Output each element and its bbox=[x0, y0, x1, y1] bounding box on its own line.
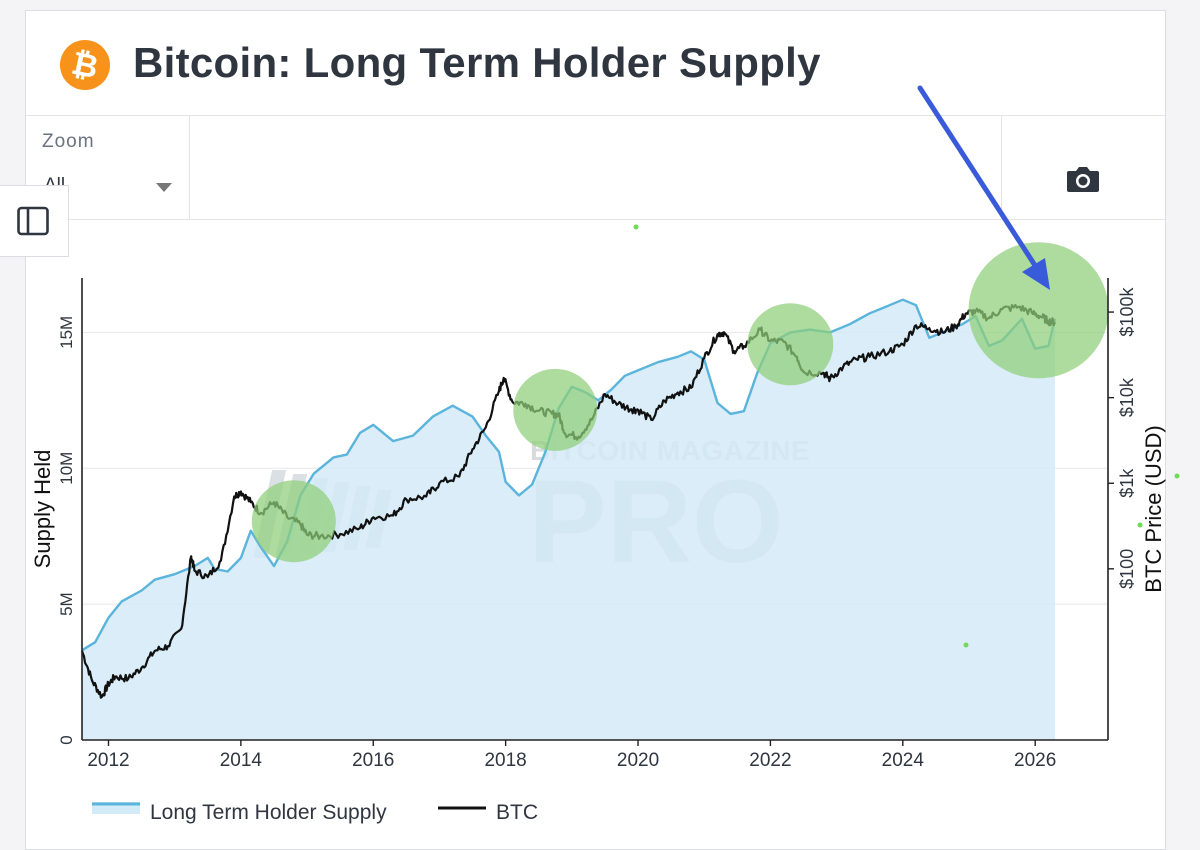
y-tick-label: 10M bbox=[57, 452, 76, 485]
x-tick-label: 2022 bbox=[749, 750, 791, 771]
camera-icon bbox=[1067, 167, 1099, 192]
y-tick-label: 5M bbox=[57, 592, 76, 616]
x-tick-label: 2024 bbox=[882, 750, 925, 771]
y2-tick-label: $1k bbox=[1117, 468, 1137, 498]
lth-supply-area bbox=[82, 299, 1056, 740]
y2-tick-label: $100 bbox=[1117, 549, 1137, 589]
marker-dot bbox=[963, 642, 969, 648]
x-tick-label: 2012 bbox=[87, 750, 129, 771]
x-tick-label: 2016 bbox=[352, 750, 394, 771]
highlight-circle bbox=[968, 242, 1109, 379]
zoom-label: Zoom bbox=[42, 131, 95, 152]
chevron-down-icon bbox=[156, 183, 172, 192]
y-tick-label: 15M bbox=[57, 316, 76, 349]
x-tick-label: 2014 bbox=[220, 750, 263, 771]
chart-toolbar: Zoom All bbox=[26, 115, 1165, 220]
annotation-arrow bbox=[917, 85, 1041, 273]
highlight-circle bbox=[251, 480, 336, 563]
title-row: ₿ Bitcoin: Long Term Holder Supply bbox=[26, 11, 1165, 116]
y2-tick-label: $10k bbox=[1117, 377, 1137, 417]
download-image-button[interactable] bbox=[1001, 115, 1165, 219]
x-tick-label: 2018 bbox=[484, 750, 526, 771]
sidebar-toggle-button[interactable] bbox=[0, 185, 69, 257]
y-tick-label: 0 bbox=[57, 735, 76, 744]
highlight-circle bbox=[747, 303, 834, 386]
legend-btc-label: BTC bbox=[496, 801, 538, 824]
sidebar-toggle-icon bbox=[17, 206, 49, 236]
highlight-circle bbox=[513, 368, 598, 451]
page-title: Bitcoin: Long Term Holder Supply bbox=[133, 39, 821, 86]
annotation-arrowhead bbox=[1022, 258, 1050, 290]
y2-axis-label: BTC Price (USD) bbox=[1141, 425, 1166, 592]
y-axis-label: Supply Held bbox=[30, 450, 55, 569]
marker-dot bbox=[633, 224, 639, 230]
marker-dot bbox=[1174, 473, 1180, 479]
x-tick-label: 2020 bbox=[617, 750, 659, 771]
y2-tick-label: $100k bbox=[1117, 287, 1137, 337]
bitcoin-logo-icon: ₿ bbox=[60, 40, 110, 90]
legend-lth-label: Long Term Holder Supply bbox=[150, 801, 387, 824]
marker-dot bbox=[1137, 522, 1143, 528]
x-tick-label: 2026 bbox=[1014, 750, 1056, 771]
